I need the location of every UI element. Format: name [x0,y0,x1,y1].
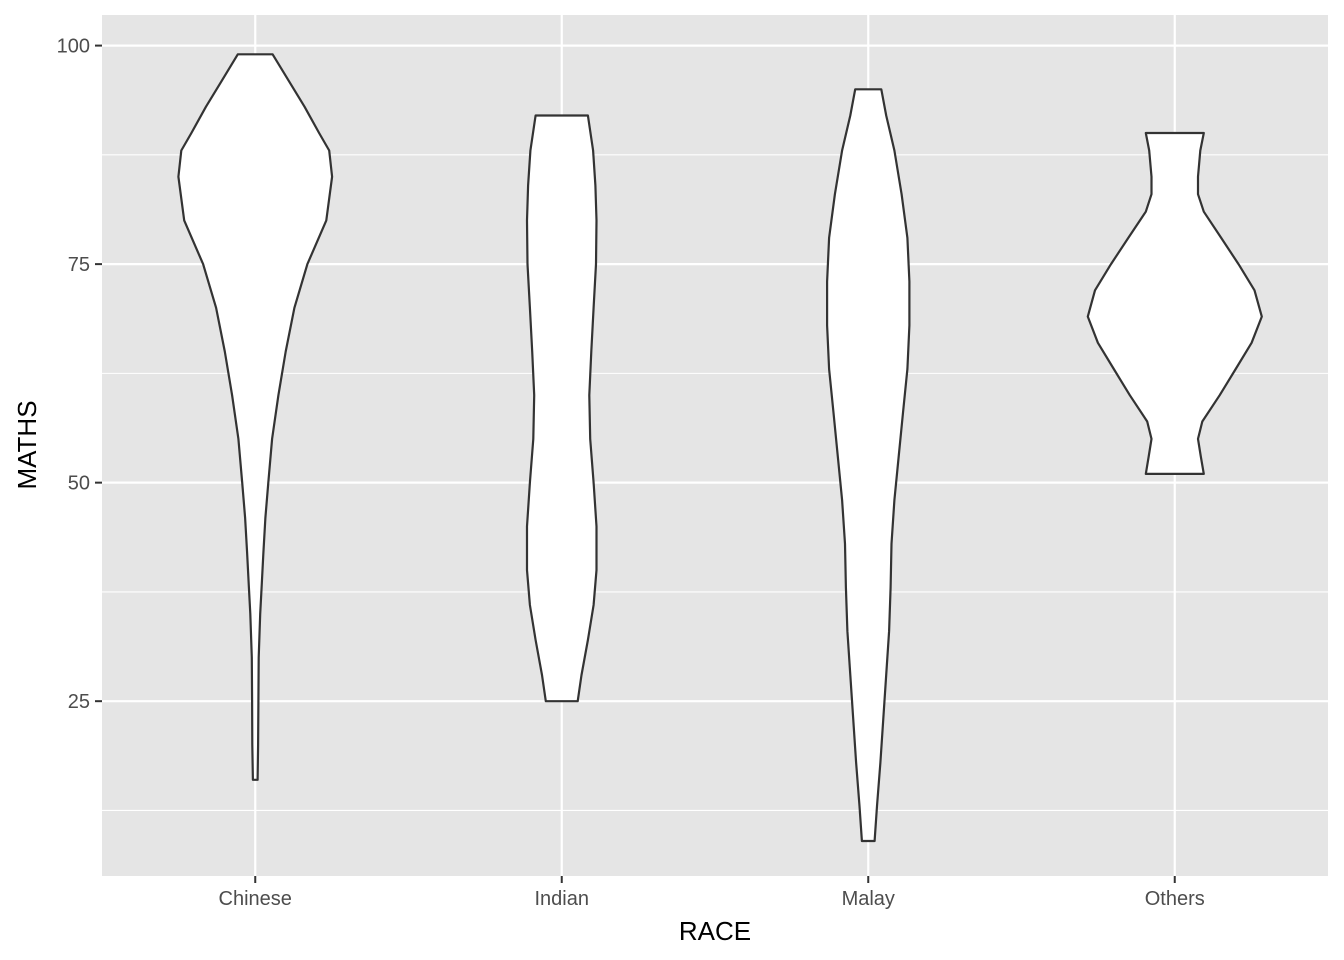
violin-chinese [177,53,334,781]
violin-others [1086,131,1263,475]
y-axis: 25 50 75 100 [57,36,102,713]
x-tick-label: Indian [535,888,590,910]
x-tick-label: Chinese [219,888,292,910]
y-tick-label: 50 [68,473,90,495]
x-axis: Chinese Indian Malay Others [219,876,1205,910]
y-axis-title: MATHS [12,400,42,489]
x-axis-title: RACE [679,916,751,946]
violin-malay [826,88,911,843]
y-tick-label: 100 [57,36,90,58]
violin-indian [525,114,598,703]
x-tick-label: Others [1145,888,1205,910]
violin-group [177,53,1263,843]
y-tick-label: 75 [68,254,90,276]
y-tick-label: 25 [68,691,90,713]
x-tick-label: Malay [842,888,895,910]
